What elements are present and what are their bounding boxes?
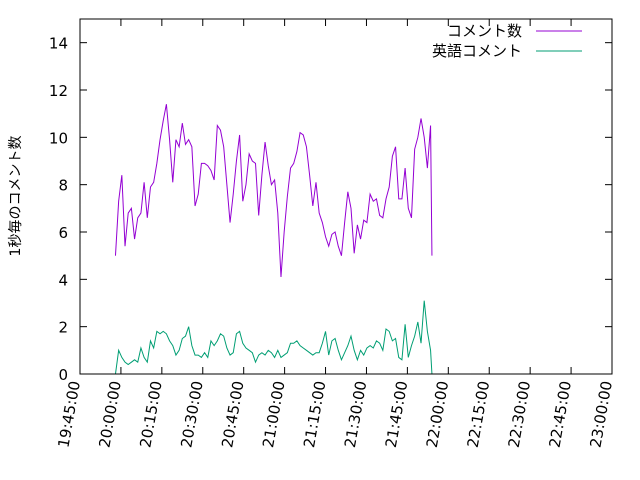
y-tick-label: 14: [49, 35, 68, 53]
y-tick-label: 8: [58, 177, 68, 195]
x-tick-label: 20:15:00: [136, 380, 165, 449]
x-tick-label: 20:30:00: [177, 380, 206, 449]
y-tick-label: 12: [49, 82, 68, 100]
y-axis-label: 1秒毎のコメント数: [8, 136, 24, 257]
x-tick-label: 20:45:00: [218, 380, 247, 449]
y-tick-label: 6: [58, 224, 68, 242]
x-tick-label: 22:45:00: [546, 380, 575, 449]
x-tick-label: 22:30:00: [505, 380, 534, 449]
x-tick-label: 20:00:00: [95, 380, 124, 449]
plot-frame: [79, 18, 613, 375]
x-tick-label: 21:00:00: [259, 380, 288, 449]
series-line-1: [114, 104, 433, 278]
legend-label-1: コメント数: [447, 22, 522, 40]
x-tick-label: 22:00:00: [423, 380, 452, 449]
x-tick-label: 21:30:00: [341, 380, 370, 449]
legend-label-2: 英語コメント: [432, 42, 522, 60]
y-tick-label: 0: [58, 366, 68, 384]
series-layer: [114, 104, 433, 375]
x-tick-label: 22:15:00: [464, 380, 493, 449]
x-tick-label: 19:45:00: [55, 380, 84, 449]
y-tick-label: 2: [58, 319, 68, 337]
y-tick-label: 10: [49, 129, 68, 147]
y-axis: 0 2 4 6 8 10 12 14: [49, 35, 612, 384]
x-tick-label: 23:00:00: [587, 380, 616, 449]
x-tick-label: 21:15:00: [300, 380, 329, 449]
series-line-2: [114, 300, 433, 375]
y-tick-label: 4: [58, 271, 68, 289]
x-tick-label: 21:45:00: [382, 380, 411, 449]
